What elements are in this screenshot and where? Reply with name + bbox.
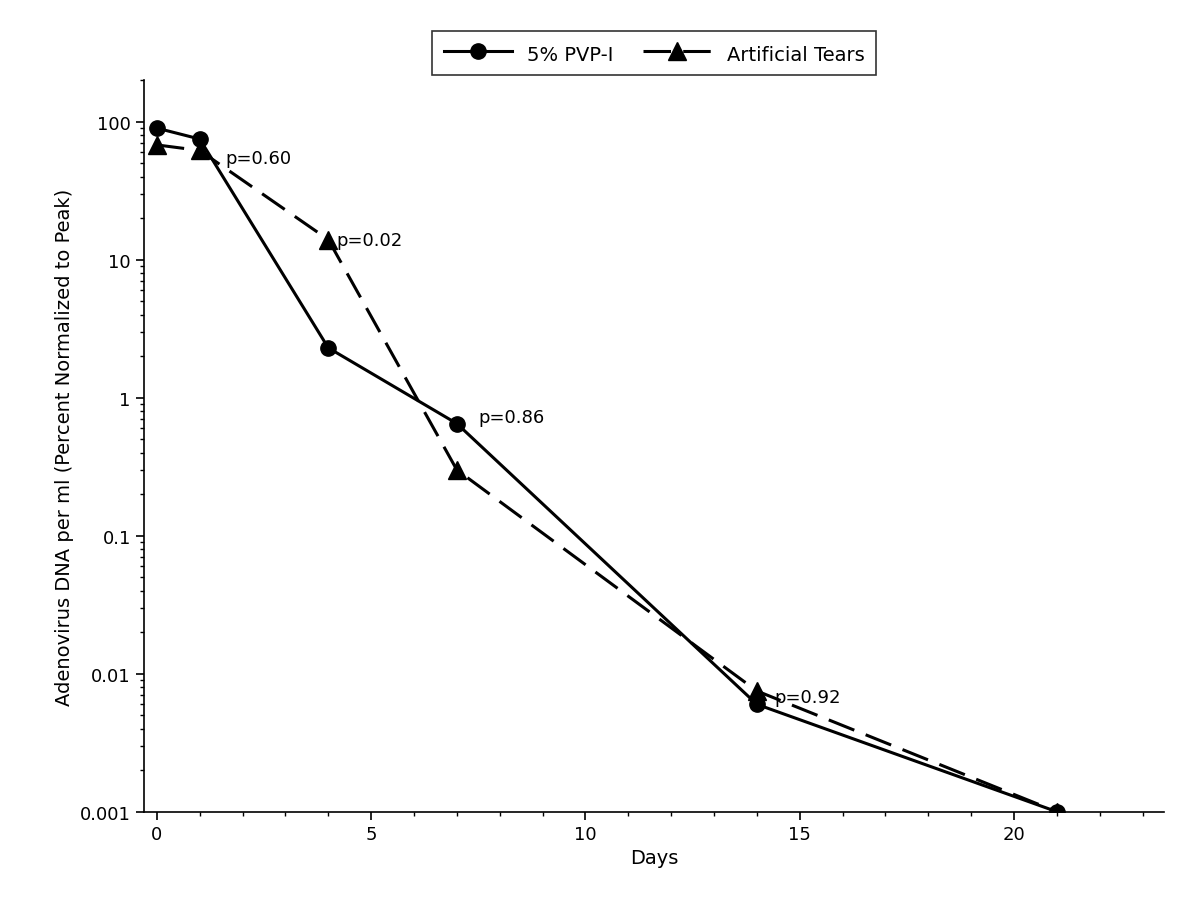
Artificial Tears [150, 141, 164, 152]
Text: p=0.60: p=0.60 [226, 150, 292, 168]
Artificial Tears [450, 465, 464, 475]
Text: p=0.02: p=0.02 [337, 232, 403, 249]
5% PVP-I [450, 419, 464, 429]
Line: 5% PVP-I: 5% PVP-I [149, 122, 1064, 819]
X-axis label: Days: Days [630, 849, 678, 868]
5% PVP-I [1050, 806, 1064, 817]
Text: p=0.92: p=0.92 [774, 688, 840, 706]
Artificial Tears [1050, 806, 1064, 817]
5% PVP-I [192, 134, 206, 145]
5% PVP-I [322, 343, 336, 354]
Legend: 5% PVP-I, Artificial Tears: 5% PVP-I, Artificial Tears [432, 32, 876, 77]
5% PVP-I [750, 699, 764, 710]
5% PVP-I [150, 124, 164, 134]
Artificial Tears [322, 235, 336, 245]
Artificial Tears [192, 146, 206, 157]
Artificial Tears [750, 686, 764, 696]
Line: Artificial Tears: Artificial Tears [148, 137, 1066, 821]
Text: p=0.86: p=0.86 [479, 409, 545, 427]
Y-axis label: Adenovirus DNA per ml (Percent Normalized to Peak): Adenovirus DNA per ml (Percent Normalize… [55, 189, 74, 704]
